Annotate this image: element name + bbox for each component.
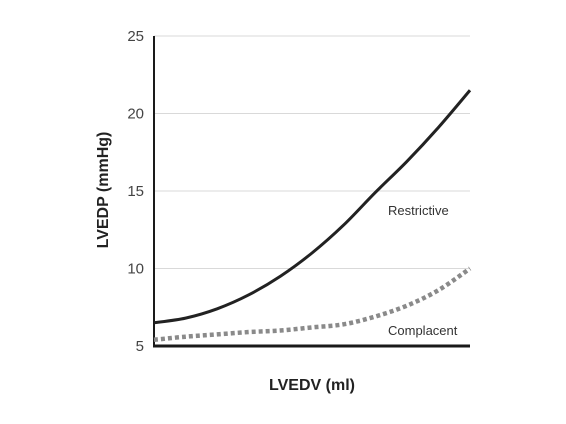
series-label-complacent: Complacent — [388, 323, 458, 338]
x-axis-title: LVEDV (ml) — [269, 377, 355, 394]
series-line-complacent — [153, 266, 472, 343]
y-tick-label: 25 — [127, 28, 144, 45]
gridlines — [154, 35, 470, 269]
y-tick-label: 10 — [127, 261, 144, 278]
y-tick-labels: 5 10 15 20 25 — [127, 28, 144, 355]
y-tick-label: 20 — [127, 106, 144, 123]
series-label-restrictive: Restrictive — [388, 203, 449, 218]
y-tick-label: 5 — [136, 338, 144, 355]
series-lines — [153, 89, 472, 343]
y-tick-label: 15 — [127, 183, 144, 200]
series-line-restrictive — [153, 89, 472, 325]
y-axis-title: LVEDP (mmHg) — [95, 132, 112, 249]
